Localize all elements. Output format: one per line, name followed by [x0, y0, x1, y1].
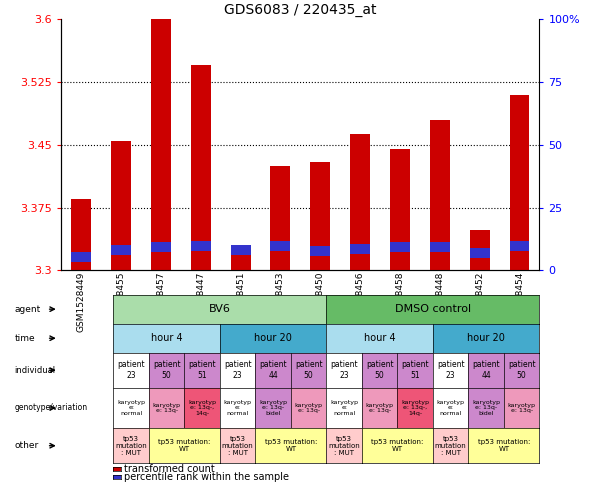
Text: patient
51: patient 51	[402, 360, 429, 380]
Text: karyotyp
e: 13q-: karyotyp e: 13q-	[508, 402, 536, 413]
Text: individual: individual	[15, 366, 56, 375]
Bar	[310, 246, 330, 256]
Text: tp53 mutation:
WT: tp53 mutation: WT	[158, 439, 211, 452]
Bar	[151, 19, 171, 270]
Bar	[430, 242, 450, 252]
Text: hour 20: hour 20	[467, 333, 505, 343]
Bar	[310, 162, 330, 270]
Text: hour 4: hour 4	[151, 333, 183, 343]
Text: percentile rank within the sample: percentile rank within the sample	[124, 472, 289, 482]
Text: hour 20: hour 20	[254, 333, 292, 343]
Bar	[350, 244, 370, 254]
Bar	[230, 245, 251, 256]
Bar	[191, 241, 211, 251]
Bar	[191, 65, 211, 270]
Text: patient
44: patient 44	[473, 360, 500, 380]
Text: patient
51: patient 51	[188, 360, 216, 380]
Bar	[111, 141, 131, 270]
Bar	[350, 134, 370, 270]
Text: karyotyp
e:
normal: karyotyp e: normal	[117, 399, 145, 416]
Text: tp53
mutation
: MUT: tp53 mutation : MUT	[222, 436, 254, 456]
Text: tp53
mutation
: MUT: tp53 mutation : MUT	[435, 436, 466, 456]
Text: patient
44: patient 44	[259, 360, 287, 380]
Bar	[71, 199, 91, 270]
Bar	[151, 242, 171, 252]
Text: DMSO control: DMSO control	[395, 304, 471, 314]
Text: karyotyp
e:
normal: karyotyp e: normal	[224, 399, 252, 416]
Text: karyotyp
e: 13q-: karyotyp e: 13q-	[153, 402, 181, 413]
Bar	[470, 230, 490, 270]
Bar	[509, 95, 530, 270]
Bar	[230, 256, 251, 270]
Text: transformed count: transformed count	[124, 464, 215, 474]
Bar	[111, 245, 131, 256]
Text: other: other	[15, 441, 39, 450]
Text: karyotyp
e: 13q-
bidel: karyotyp e: 13q- bidel	[472, 399, 500, 416]
Bar	[270, 166, 291, 270]
Title: GDS6083 / 220435_at: GDS6083 / 220435_at	[224, 3, 376, 17]
Text: patient
50: patient 50	[153, 360, 180, 380]
Text: karyotyp
e: 13q-
bidel: karyotyp e: 13q- bidel	[259, 399, 287, 416]
Text: karyotyp
e:
normal: karyotyp e: normal	[436, 399, 465, 416]
Text: genotype/variation: genotype/variation	[15, 403, 88, 412]
Bar	[509, 241, 530, 251]
Bar	[71, 252, 91, 262]
Text: karyotyp
e: 13q-: karyotyp e: 13q-	[295, 402, 322, 413]
Bar	[270, 241, 291, 251]
Bar	[430, 120, 450, 270]
Text: tp53
mutation
: MUT: tp53 mutation : MUT	[329, 436, 360, 456]
Text: patient
50: patient 50	[366, 360, 394, 380]
Text: karyotyp
e: 13q-: karyotyp e: 13q-	[366, 402, 394, 413]
Text: time: time	[15, 334, 35, 343]
Text: patient
23: patient 23	[117, 360, 145, 380]
Text: patient
50: patient 50	[295, 360, 322, 380]
Text: karyotyp
e:
normal: karyotyp e: normal	[330, 399, 358, 416]
Text: patient
23: patient 23	[224, 360, 251, 380]
Text: agent: agent	[15, 305, 40, 313]
Text: tp53 mutation:
WT: tp53 mutation: WT	[478, 439, 530, 452]
Bar	[390, 242, 410, 252]
Text: patient
23: patient 23	[330, 360, 358, 380]
Text: tp53 mutation:
WT: tp53 mutation: WT	[371, 439, 424, 452]
Text: karyotyp
e: 13q-,
14q-: karyotyp e: 13q-, 14q-	[188, 399, 216, 416]
Text: karyotyp
e: 13q-,
14q-: karyotyp e: 13q-, 14q-	[401, 399, 429, 416]
Bar	[390, 149, 410, 270]
Text: patient
50: patient 50	[508, 360, 536, 380]
Text: patient
23: patient 23	[437, 360, 465, 380]
Text: tp53 mutation:
WT: tp53 mutation: WT	[265, 439, 317, 452]
Bar	[470, 248, 490, 258]
Text: BV6: BV6	[209, 304, 231, 314]
Text: tp53
mutation
: MUT: tp53 mutation : MUT	[115, 436, 147, 456]
Text: hour 4: hour 4	[364, 333, 395, 343]
